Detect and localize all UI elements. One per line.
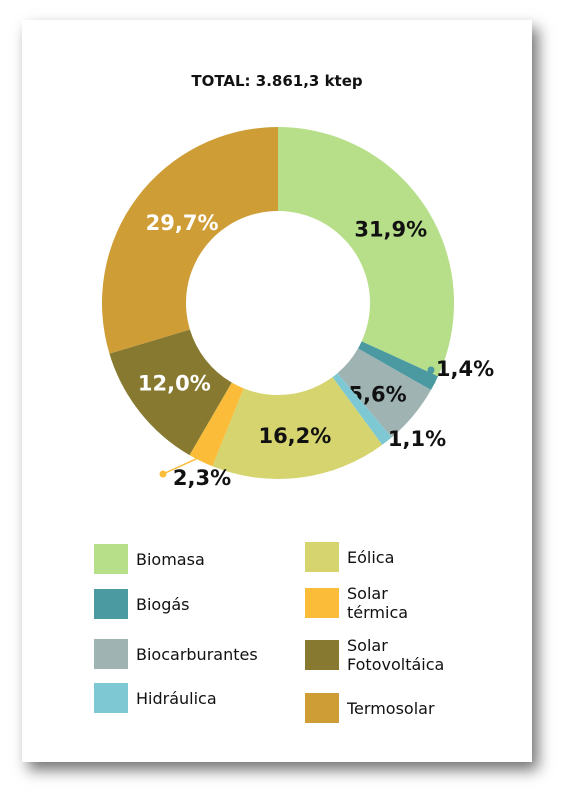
legend-swatch-eolica bbox=[305, 542, 339, 572]
legend-item-biogas: Biogás bbox=[94, 589, 190, 619]
legend-label-biocarburantes: Biocarburantes bbox=[136, 644, 258, 664]
legend-label-termosolar: Termosolar bbox=[347, 698, 435, 718]
legend-label-eolica: Eólica bbox=[347, 547, 395, 567]
leader-dot-biogas bbox=[427, 366, 435, 374]
legend-item-solar-termica: Solar térmica bbox=[305, 584, 408, 622]
legend-swatch-solar-fotovoltaica bbox=[305, 640, 339, 670]
legend-item-biocarburantes: Biocarburantes bbox=[94, 639, 258, 669]
slice-biocarburantes bbox=[337, 348, 431, 438]
legend-swatch-hidraulica bbox=[94, 683, 128, 713]
slice-biogas bbox=[357, 341, 439, 391]
slice-eolica bbox=[212, 377, 383, 479]
slice-solar-fotovoltaica bbox=[109, 329, 232, 456]
chart-title: TOTAL: 3.861,3 ktep bbox=[191, 72, 363, 90]
slice-hidraulica bbox=[332, 373, 392, 445]
slice-solar-termica bbox=[189, 382, 244, 467]
legend-label-biogas: Biogás bbox=[136, 594, 190, 614]
data-label-biogas: 1,4% bbox=[436, 357, 494, 381]
leader-line-solar-termica bbox=[162, 455, 204, 475]
slice-biomasa bbox=[278, 127, 455, 377]
legend-label-solar-termica: Solar térmica bbox=[347, 584, 409, 622]
data-label-solar-termica: 2,3% bbox=[173, 466, 231, 490]
chart-card: TOTAL: 3.861,3 ktep 31,9% 1,4% 5,6% 1,1% 16,… bbox=[22, 20, 532, 762]
legend-swatch-solar-termica bbox=[305, 588, 339, 618]
legend-swatch-biogas bbox=[94, 589, 128, 619]
data-label-biomasa: 31,9% bbox=[354, 218, 427, 242]
legend-item-hidraulica: Hidráulica bbox=[94, 683, 217, 713]
legend-swatch-biocarburantes bbox=[94, 639, 128, 669]
legend-item-termosolar: Termosolar bbox=[305, 693, 435, 723]
legend-swatch-biomasa bbox=[94, 544, 128, 574]
legend-item-solar-fotovoltaica: Solar Fotovoltáica bbox=[305, 636, 444, 674]
data-label-eolica: 16,2% bbox=[258, 424, 331, 448]
legend-label-solar-fotovoltaica: Solar Fotovoltáica bbox=[347, 636, 445, 674]
data-label-solar-fotovoltaica: 12,0% bbox=[138, 372, 211, 396]
legend-label-biomasa: Biomasa bbox=[136, 549, 205, 569]
data-label-termosolar: 29,7% bbox=[146, 211, 219, 235]
slice-termosolar bbox=[101, 127, 278, 354]
data-label-hidraulica: 1,1% bbox=[388, 427, 446, 451]
legend-swatch-termosolar bbox=[305, 693, 339, 723]
legend-item-biomasa: Biomasa bbox=[94, 544, 205, 574]
legend-item-eolica: Eólica bbox=[305, 542, 394, 572]
donut-chart: 31,9%1,4%5,6%1,1%16,2%2,3%12,0%29,7% bbox=[101, 127, 494, 490]
leader-dot-solar-termica bbox=[159, 470, 167, 478]
legend-label-hidraulica: Hidráulica bbox=[136, 688, 217, 708]
leader-dot-hidraulica bbox=[378, 430, 386, 438]
